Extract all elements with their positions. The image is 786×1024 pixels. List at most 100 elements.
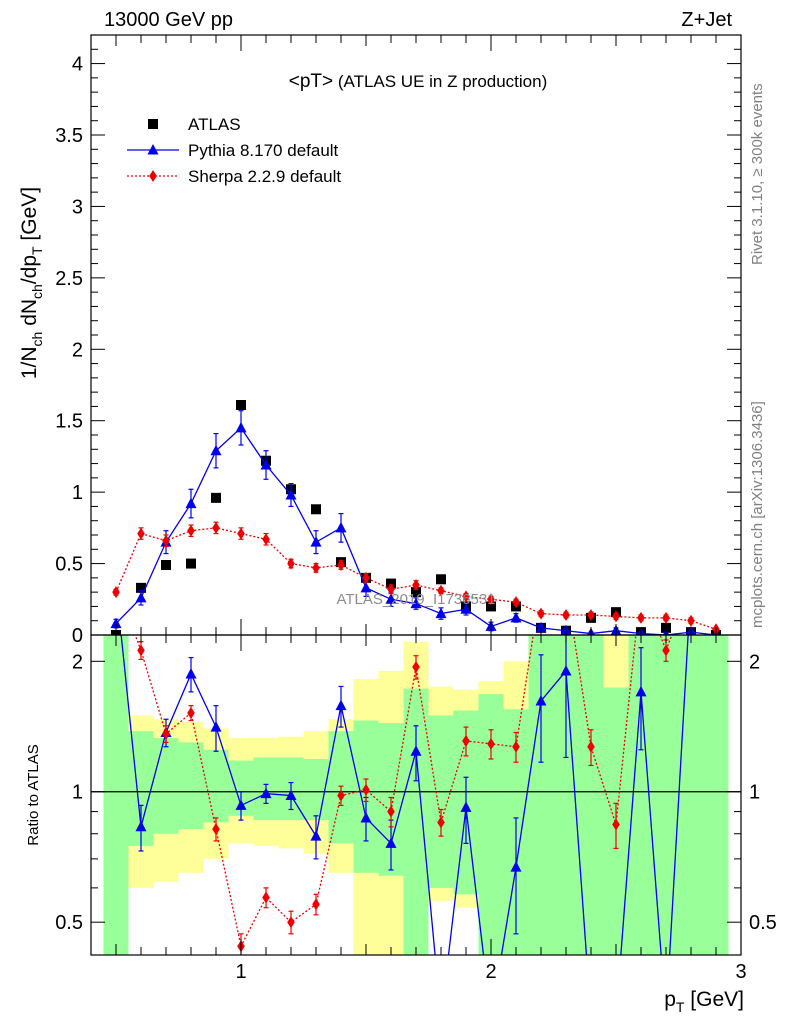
data-point [537, 607, 545, 620]
ratio-point [462, 734, 470, 747]
data-point [135, 591, 147, 603]
legend-label: Sherpa 2.2.9 default [188, 167, 341, 186]
data-point [136, 582, 146, 593]
ratio-point [612, 818, 620, 831]
ratio-plot-layer [91, 635, 741, 955]
ratio-point [535, 694, 547, 706]
stat-band-bin [153, 738, 179, 834]
main-y-tick-label: 2.5 [55, 268, 83, 290]
plot-title: <pT> (ATLAS UE in Z production) [289, 71, 548, 92]
ratio-y-tick-label-right: 0.5 [749, 912, 777, 934]
stat-band-bin [428, 715, 454, 888]
x-tick-label: 2 [485, 961, 496, 983]
data-point [437, 584, 445, 597]
data-point [411, 587, 421, 598]
data-point [510, 611, 522, 623]
ratio-point [337, 789, 345, 802]
ratio-point [285, 789, 297, 801]
ratio-point [362, 783, 370, 796]
data-point [212, 521, 220, 534]
data-point [362, 571, 370, 584]
ratio-point [185, 667, 197, 679]
ratio-point [510, 861, 522, 872]
data-point [612, 610, 620, 623]
data-point [260, 459, 272, 470]
data-point [237, 527, 245, 540]
data-point [486, 601, 496, 612]
ratio-point [310, 830, 322, 841]
ratio-point [287, 916, 295, 929]
data-point [236, 400, 246, 410]
ratio-series-0 [120, 635, 689, 955]
data-point [385, 593, 397, 604]
data-point [662, 611, 670, 624]
data-point [562, 609, 570, 621]
ratio-y-tick-label-left: 2 [72, 651, 83, 673]
data-point [587, 609, 595, 621]
ratio-point [162, 727, 170, 740]
data-point [311, 504, 321, 515]
legend-label: Pythia 8.170 default [188, 141, 339, 160]
ratio-y-tick-label-left: 1 [72, 782, 83, 804]
data-point [412, 579, 420, 591]
stat-band-bin [678, 635, 704, 955]
side-label-top: Rivet 3.1.10, ≥ 300k events [749, 83, 766, 265]
main-y-tick-label: 0.5 [55, 554, 83, 576]
data-point [161, 560, 171, 570]
series-line [115, 527, 717, 630]
data-point [310, 536, 322, 547]
legend: ATLAS Pythia 8.170 default Sherpa 2.2.9 de… [127, 115, 341, 186]
data-point [337, 559, 345, 571]
data-point [186, 558, 196, 569]
data-point [187, 524, 195, 537]
ratio-point [460, 801, 472, 812]
main-y-axis-label: 1/Nch dNch/dpT [GeV] [18, 187, 45, 379]
data-point [487, 593, 495, 606]
data-point [462, 590, 470, 603]
ratio-point [662, 644, 670, 657]
data-point [410, 597, 422, 609]
data-point [435, 607, 447, 619]
data-point [387, 583, 395, 596]
data-point [335, 521, 347, 533]
data-point [112, 586, 120, 599]
data-point [262, 533, 270, 546]
energy-label: 13000 GeV pp [104, 9, 233, 31]
ratio-point [135, 820, 147, 832]
data-point [312, 561, 320, 574]
ratio-point [335, 699, 347, 711]
ratio-point [487, 737, 495, 750]
data-point [211, 492, 221, 503]
data-point [436, 574, 446, 585]
data-point [285, 489, 297, 500]
data-point [287, 557, 295, 570]
data-point [185, 497, 197, 509]
process-label: Z+Jet [681, 9, 732, 31]
stat-band-bin [578, 635, 604, 955]
ratio-point [360, 811, 372, 823]
plot-title-main: <pT> [289, 71, 333, 92]
ratio-point [187, 706, 195, 719]
ratio-point [210, 721, 222, 732]
data-point [360, 581, 372, 593]
ratio-point [260, 787, 272, 799]
ratio-point [212, 823, 220, 836]
main-y-tick-label: 2 [72, 339, 83, 361]
x-tick-label: 3 [735, 961, 746, 983]
ratio-point [412, 661, 420, 674]
side-label-bottom: mcplots.cern.ch [arXiv:1306.3436] [749, 401, 766, 628]
main-y-tick-label: 1 [72, 482, 83, 504]
data-point [512, 596, 520, 609]
ratio-point [262, 891, 270, 904]
legend-marker [149, 170, 157, 182]
ratio-y-tick-label-right: 2 [749, 651, 760, 673]
main-y-tick-label: 3.5 [55, 125, 83, 147]
legend-marker [148, 119, 158, 129]
data-point [637, 611, 645, 624]
stat-band-bin [178, 742, 204, 830]
ratio-point [635, 685, 647, 697]
x-axis-label: pT [GeV] [664, 988, 744, 1015]
series-2 [112, 521, 720, 635]
data-point [137, 527, 145, 540]
